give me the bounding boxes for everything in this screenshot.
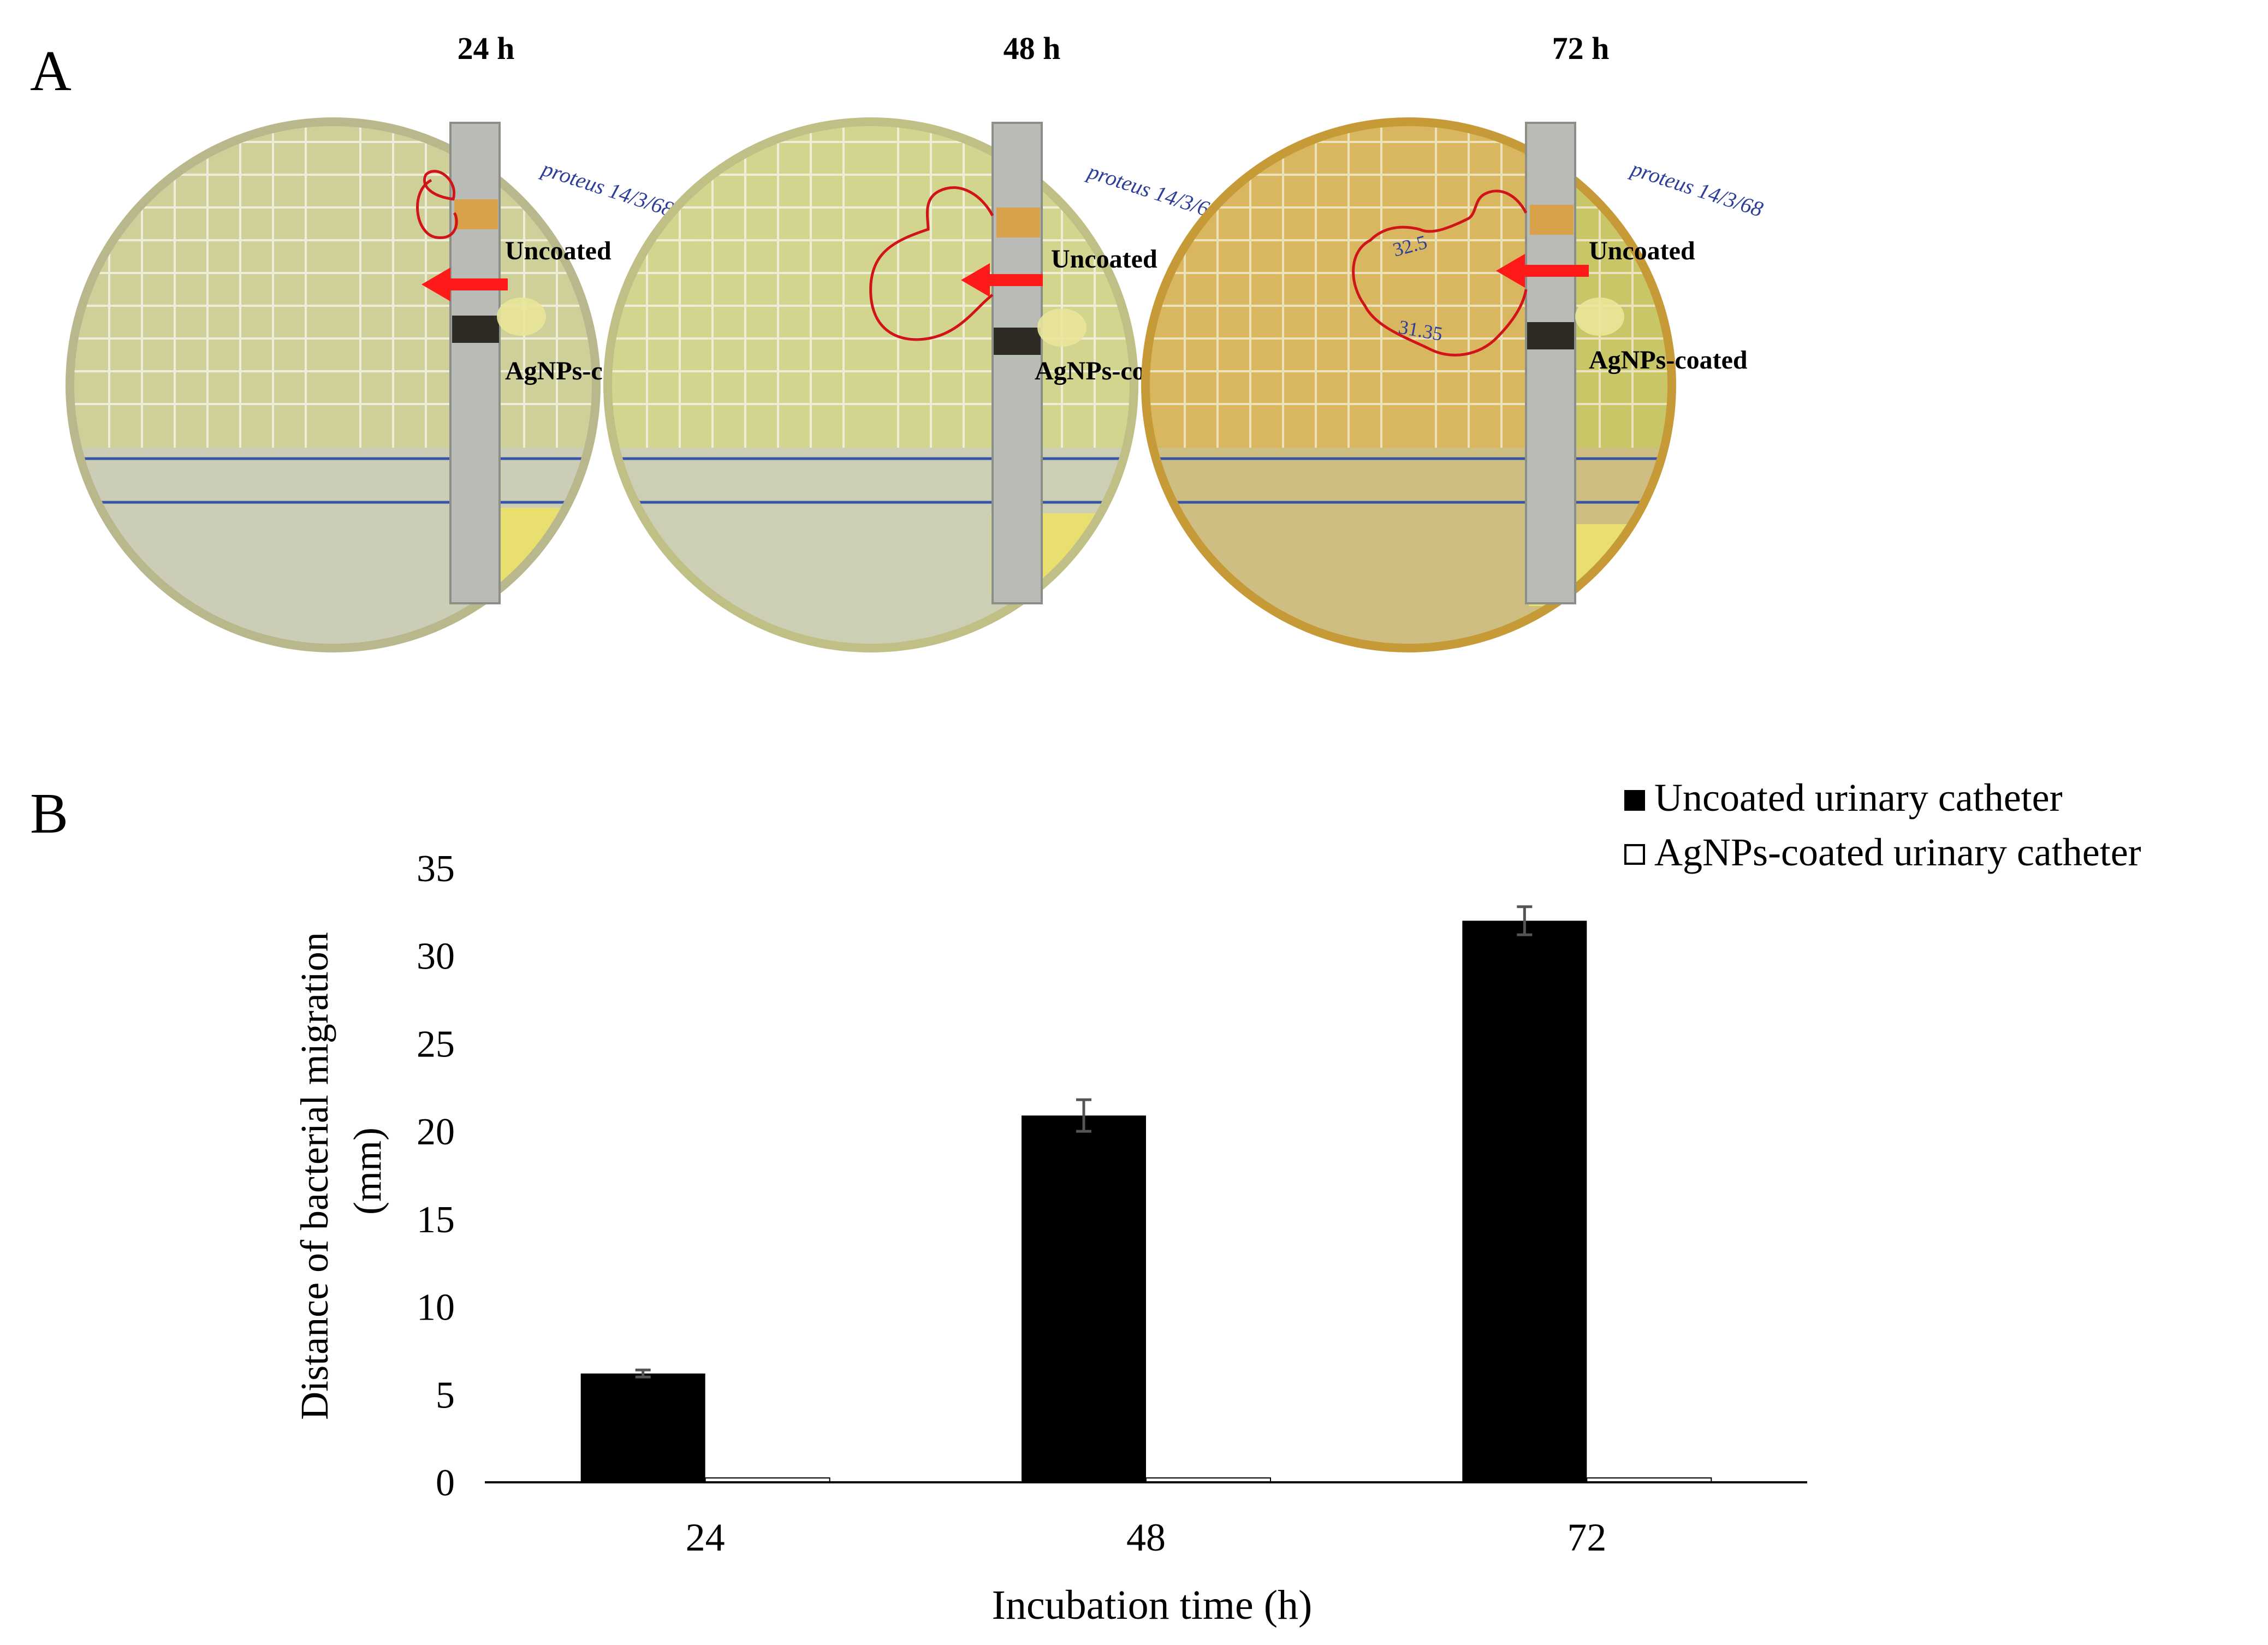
x-tick-label: 72 [1567, 1516, 1606, 1559]
y-tick-label: 20 [417, 1111, 455, 1153]
migration-arrow-icon [961, 263, 1043, 297]
coated-catheter-segment [994, 328, 1041, 355]
y-tick-label: 25 [417, 1023, 455, 1065]
legend-swatch-coated [1624, 844, 1645, 865]
chart-legend: Uncoated urinary catheter AgNPs-coated u… [1624, 776, 2141, 874]
plate-handwriting: proteus 14/3/68 [537, 156, 676, 222]
bar-uncoated [1022, 1115, 1146, 1482]
bar-uncoated [1462, 921, 1587, 1482]
uncoated-label: Uncoated [1051, 245, 1157, 274]
y-tick-label: 30 [417, 936, 455, 978]
plate-time-label: 48 h [1004, 31, 1061, 66]
catheter-strip [1525, 122, 1576, 604]
y-tick-label: 15 [417, 1199, 455, 1241]
migration-arrow-icon [1496, 254, 1589, 288]
plate-48h: 48 h [603, 31, 1223, 652]
uncoated-catheter-segment [1530, 205, 1574, 235]
x-axis-ticks: 24 48 72 [686, 1516, 1607, 1559]
inoculum-spot [497, 298, 546, 336]
migration-zone-outline [869, 186, 994, 341]
uncoated-label: Uncoated [1589, 236, 1695, 265]
x-axis-label: Incubation time (h) [992, 1582, 1313, 1628]
y-axis-label-line-2: (mm) [346, 1127, 389, 1215]
y-tick-label: 5 [436, 1374, 455, 1416]
legend-swatch-uncoated [1624, 790, 1645, 811]
bar-uncoated [580, 1373, 705, 1482]
plate-24h: 24 h [66, 31, 677, 652]
error-bars [635, 905, 1533, 1379]
plate-handwriting: proteus 14/3/68 [1083, 158, 1222, 224]
y-tick-label: 0 [436, 1462, 455, 1504]
uncoated-label: Uncoated [505, 236, 611, 265]
y-tick-label: 10 [417, 1287, 455, 1329]
bar-chart: Uncoated urinary catheter AgNPs-coated u… [293, 776, 2141, 1628]
error-bar [1076, 1098, 1091, 1133]
plate-72h: 72 h [1141, 31, 1766, 652]
y-tick-label: 35 [417, 848, 455, 890]
y-axis-ticks: 0 5 10 15 20 25 30 35 [417, 848, 455, 1504]
error-bar [1517, 905, 1533, 936]
catheter-strip [449, 122, 501, 604]
coated-catheter-segment [452, 316, 499, 343]
migration-arrow-icon [421, 268, 508, 301]
legend-label-coated: AgNPs-coated urinary catheter [1654, 830, 2141, 874]
x-tick-label: 48 [1126, 1516, 1166, 1559]
panel-a-letter: A [30, 39, 72, 103]
coated-catheter-segment [1527, 322, 1574, 349]
panel-b-letter: B [30, 781, 68, 845]
catheter-strip [991, 122, 1043, 604]
migration-zone-outline [416, 170, 458, 239]
uncoated-catheter-segment [996, 207, 1040, 237]
y-axis-label: Distance of bacterial migration (mm) [293, 922, 389, 1420]
inoculum-spot [1575, 298, 1624, 336]
uncoated-catheter-segment [454, 199, 498, 229]
plate-time-label: 72 h [1552, 31, 1610, 66]
bars [580, 921, 1712, 1483]
error-bar [635, 1368, 651, 1379]
legend-label-uncoated: Uncoated urinary catheter [1654, 776, 2063, 819]
migration-zone-outline [1352, 189, 1528, 357]
y-axis-label-line-1: Distance of bacterial migration [293, 932, 336, 1420]
x-tick-label: 24 [686, 1516, 725, 1559]
coated-label: AgNPs-coated [1589, 346, 1748, 375]
plate-handwriting: proteus 14/3/68 [1626, 156, 1766, 222]
inoculum-spot [1037, 308, 1086, 347]
plate-time-label: 24 h [458, 31, 515, 66]
